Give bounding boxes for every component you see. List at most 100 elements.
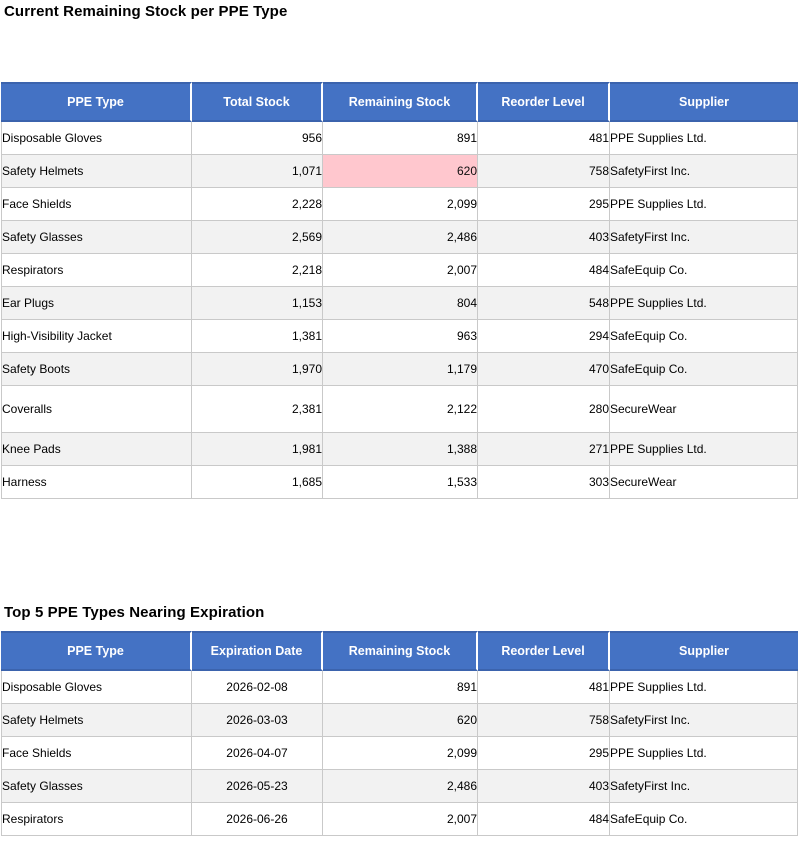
total-stock-cell: 1,381: [192, 320, 323, 353]
ppe-type-cell: Knee Pads: [1, 433, 192, 466]
remaining-stock-cell: 2,122: [323, 386, 478, 433]
ppe-type-cell: Ear Plugs: [1, 287, 192, 320]
total-stock-cell: 2,228: [192, 188, 323, 221]
supplier-cell: SafeEquip Co.: [610, 254, 798, 287]
supplier-cell: SafeEquip Co.: [610, 353, 798, 386]
remaining-stock-cell: 891: [323, 671, 478, 704]
supplier-cell: PPE Supplies Ltd.: [610, 188, 798, 221]
remaining-stock-cell: 2,099: [323, 188, 478, 221]
header-cell-supplier: Supplier: [610, 631, 798, 671]
ppe-type-cell: Coveralls: [1, 386, 192, 433]
table-row: Face Shields 2,228 2,099 295 PPE Supplie…: [1, 188, 798, 221]
header-cell-ppe-type: PPE Type: [1, 631, 192, 671]
reorder-level-cell: 280: [478, 386, 610, 433]
total-stock-cell: 1,685: [192, 466, 323, 499]
table-row: Safety Helmets 2026-03-03 620 758 Safety…: [1, 704, 798, 737]
supplier-cell: PPE Supplies Ltd.: [610, 433, 798, 466]
total-stock-cell: 2,569: [192, 221, 323, 254]
expiration-date-cell: 2026-04-07: [192, 737, 323, 770]
reorder-level-cell: 303: [478, 466, 610, 499]
header-cell-remaining-stock: Remaining Stock: [323, 82, 478, 122]
stock-section-title: Current Remaining Stock per PPE Type: [4, 3, 288, 20]
reorder-level-cell: 481: [478, 122, 610, 155]
table-row: Face Shields 2026-04-07 2,099 295 PPE Su…: [1, 737, 798, 770]
table-row: Disposable Gloves 2026-02-08 891 481 PPE…: [1, 671, 798, 704]
expiration-date-cell: 2026-06-26: [192, 803, 323, 836]
expiration-table: PPE Type Expiration Date Remaining Stock…: [1, 631, 798, 836]
reorder-level-cell: 470: [478, 353, 610, 386]
header-cell-remaining-stock: Remaining Stock: [323, 631, 478, 671]
total-stock-cell: 2,381: [192, 386, 323, 433]
ppe-type-cell: Disposable Gloves: [1, 671, 192, 704]
table-row: Knee Pads 1,981 1,388 271 PPE Supplies L…: [1, 433, 798, 466]
supplier-cell: SafetyFirst Inc.: [610, 704, 798, 737]
header-cell-supplier: Supplier: [610, 82, 798, 122]
remaining-stock-cell: 2,486: [323, 221, 478, 254]
remaining-stock-cell: 2,007: [323, 803, 478, 836]
table-row: Disposable Gloves 956 891 481 PPE Suppli…: [1, 122, 798, 155]
supplier-cell: PPE Supplies Ltd.: [610, 122, 798, 155]
remaining-stock-cell: 891: [323, 122, 478, 155]
expiration-date-cell: 2026-05-23: [192, 770, 323, 803]
reorder-level-cell: 403: [478, 770, 610, 803]
ppe-type-cell: Safety Boots: [1, 353, 192, 386]
reorder-level-cell: 295: [478, 188, 610, 221]
header-cell-reorder-level: Reorder Level: [478, 82, 610, 122]
reorder-level-cell: 758: [478, 704, 610, 737]
reorder-level-cell: 758: [478, 155, 610, 188]
reorder-level-cell: 484: [478, 803, 610, 836]
ppe-type-cell: Harness: [1, 466, 192, 499]
remaining-stock-cell: 1,533: [323, 466, 478, 499]
ppe-type-cell: Respirators: [1, 803, 192, 836]
supplier-cell: PPE Supplies Ltd.: [610, 737, 798, 770]
remaining-stock-cell: 2,007: [323, 254, 478, 287]
stock-table: PPE Type Total Stock Remaining Stock Reo…: [1, 82, 798, 499]
supplier-cell: SafetyFirst Inc.: [610, 221, 798, 254]
expiration-date-cell: 2026-03-03: [192, 704, 323, 737]
table-row: Safety Boots 1,970 1,179 470 SafeEquip C…: [1, 353, 798, 386]
total-stock-cell: 956: [192, 122, 323, 155]
expiration-section-title: Top 5 PPE Types Nearing Expiration: [4, 604, 265, 621]
ppe-type-cell: Disposable Gloves: [1, 122, 192, 155]
ppe-type-cell: Safety Helmets: [1, 704, 192, 737]
supplier-cell: SecureWear: [610, 386, 798, 433]
header-cell-expiration-date: Expiration Date: [192, 631, 323, 671]
table-row: Safety Helmets 1,071 620 758 SafetyFirst…: [1, 155, 798, 188]
total-stock-cell: 2,218: [192, 254, 323, 287]
ppe-type-cell: Safety Glasses: [1, 221, 192, 254]
table-row: Harness 1,685 1,533 303 SecureWear: [1, 466, 798, 499]
reorder-level-cell: 548: [478, 287, 610, 320]
reorder-level-cell: 295: [478, 737, 610, 770]
supplier-cell: SafetyFirst Inc.: [610, 155, 798, 188]
reorder-level-cell: 481: [478, 671, 610, 704]
remaining-stock-cell: 1,179: [323, 353, 478, 386]
table-row: Safety Glasses 2026-05-23 2,486 403 Safe…: [1, 770, 798, 803]
header-cell-reorder-level: Reorder Level: [478, 631, 610, 671]
stock-table-header-row: PPE Type Total Stock Remaining Stock Reo…: [1, 82, 798, 122]
table-row: Safety Glasses 2,569 2,486 403 SafetyFir…: [1, 221, 798, 254]
low-stock-highlight-cell: 620: [323, 155, 478, 188]
total-stock-cell: 1,970: [192, 353, 323, 386]
total-stock-cell: 1,153: [192, 287, 323, 320]
table-row: Respirators 2026-06-26 2,007 484 SafeEqu…: [1, 803, 798, 836]
ppe-type-cell: Face Shields: [1, 188, 192, 221]
header-cell-total-stock: Total Stock: [192, 82, 323, 122]
reorder-level-cell: 403: [478, 221, 610, 254]
expiration-date-cell: 2026-02-08: [192, 671, 323, 704]
remaining-stock-cell: 1,388: [323, 433, 478, 466]
table-row: High-Visibility Jacket 1,381 963 294 Saf…: [1, 320, 798, 353]
total-stock-cell: 1,981: [192, 433, 323, 466]
header-cell-ppe-type: PPE Type: [1, 82, 192, 122]
remaining-stock-cell: 963: [323, 320, 478, 353]
remaining-stock-cell: 620: [323, 704, 478, 737]
remaining-stock-cell: 804: [323, 287, 478, 320]
total-stock-cell: 1,071: [192, 155, 323, 188]
reorder-level-cell: 294: [478, 320, 610, 353]
reorder-level-cell: 271: [478, 433, 610, 466]
supplier-cell: SafetyFirst Inc.: [610, 770, 798, 803]
remaining-stock-cell: 2,099: [323, 737, 478, 770]
table-row: Coveralls 2,381 2,122 280 SecureWear: [1, 386, 798, 433]
supplier-cell: PPE Supplies Ltd.: [610, 671, 798, 704]
ppe-type-cell: Face Shields: [1, 737, 192, 770]
ppe-type-cell: Respirators: [1, 254, 192, 287]
